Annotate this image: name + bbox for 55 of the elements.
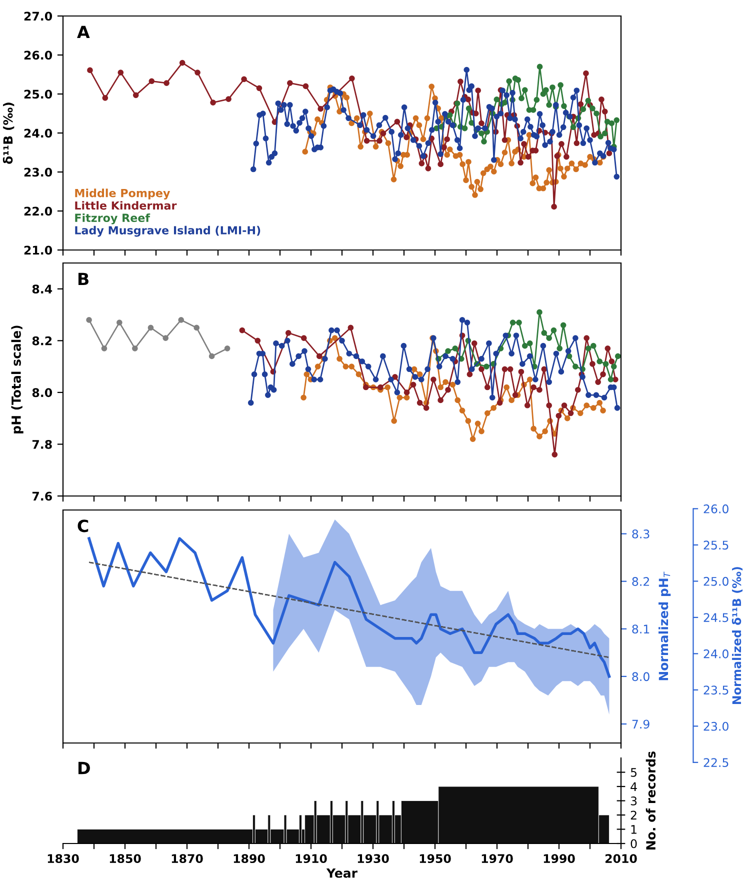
y2-tick-label: 25.5 (704, 540, 728, 550)
x-tick-label: 1970 (482, 854, 513, 864)
y-tick-label: 3 (630, 796, 637, 806)
x-tick-label: 1910 (296, 854, 327, 864)
y-tick-label: 8.0 (632, 672, 650, 682)
text: Middle Pompey (75, 188, 170, 200)
y2-tick-label: 24.5 (704, 613, 728, 622)
x-tick-label: 1870 (172, 854, 203, 864)
text: Fitzroy Reef (75, 213, 150, 224)
y-tick-label: 25.0 (24, 90, 52, 99)
x-tick-label: 1930 (358, 854, 389, 864)
chart-title: B (78, 272, 88, 285)
y-axis-title: pH (Total scale) (11, 326, 24, 434)
y2-tick-label: 25.0 (704, 576, 728, 586)
y-tick-label: 8.2 (632, 577, 650, 586)
y-tick-label: 21.0 (24, 246, 52, 255)
y2-tick-label: 24.0 (704, 649, 728, 658)
y-tick-label: 27.0 (24, 12, 52, 21)
y-tick-label: 5 (630, 768, 637, 777)
y2-tick-label: 22.5 (704, 758, 728, 768)
x-tick-label: 2010 (606, 854, 637, 864)
x-tick-label: 1850 (110, 854, 141, 864)
text: Little Kindermar (75, 201, 177, 210)
y2-axis-title: Normalized δ¹¹B (‰) (732, 567, 743, 704)
y2-tick-label: 23.0 (704, 722, 728, 731)
y2-tick-label: 26.0 (704, 504, 728, 514)
y-tick-label: 8.3 (632, 530, 650, 538)
y-axis-title: Normalized pH$_{T}$ (658, 572, 671, 680)
y-tick-label: 23.0 (24, 168, 52, 177)
y-tick-label: 7.8 (32, 440, 52, 449)
y-axis-title: δ¹¹B (‰) (2, 102, 14, 164)
y-tick-label: 8.2 (32, 336, 52, 346)
y-tick-label: 7.9 (632, 720, 650, 729)
chart-title: C (78, 520, 88, 532)
y-tick-label: 7.6 (32, 492, 52, 501)
text: Lady Musgrave Island (LMI-H) (75, 226, 260, 237)
y-tick-label: 24.0 (24, 128, 52, 138)
y-tick-label: 4 (630, 782, 637, 791)
y-tick-label: 8.1 (632, 624, 650, 634)
x-axis-title: Year (326, 868, 358, 878)
chart-title: A (77, 26, 90, 38)
y-tick-label: 26.0 (24, 50, 52, 60)
y-tick-label: 8.4 (32, 284, 52, 294)
y-tick-label: 8.0 (32, 388, 52, 398)
y2-tick-label: 23.5 (704, 686, 728, 695)
y-axis-title: No. of records (646, 751, 656, 850)
x-tick-label: 1830 (48, 854, 79, 864)
y-tick-label: 22.0 (24, 206, 52, 216)
chart-title: D (78, 762, 90, 774)
y-tick-label: 2 (630, 810, 636, 820)
x-tick-label: 1990 (544, 854, 575, 864)
y-tick-label: 0 (630, 839, 637, 848)
x-tick-label: 1890 (234, 854, 265, 864)
y-tick-label: 1 (631, 825, 636, 834)
x-tick-label: 1950 (420, 854, 451, 864)
